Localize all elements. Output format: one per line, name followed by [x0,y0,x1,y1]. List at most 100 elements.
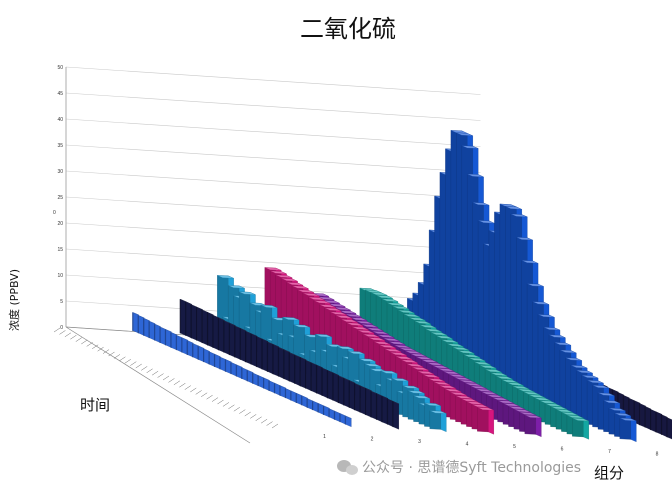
bar [214,354,221,370]
component-tick-label: 2 [371,436,374,442]
bar [429,410,447,433]
time-tick-mark [195,390,202,395]
time-tick-mark [130,361,137,366]
bar [143,318,150,339]
y-axis-small-label: 0 [53,210,56,216]
bar [208,351,216,368]
grid-line [65,248,481,277]
time-tick-mark [250,414,257,419]
bar [252,372,259,387]
time-tick-mark [151,370,159,376]
bar [365,388,372,418]
time-tick-mark [206,394,213,400]
bar [250,333,258,368]
bar [639,403,646,428]
time-tick-mark [222,402,230,407]
grid-line [65,92,481,121]
bar [245,331,252,365]
bar-series-group [132,130,672,443]
bar [266,341,274,375]
bar [235,364,243,380]
bar [228,322,236,358]
component-axis-label: 组分 [594,464,624,482]
bar [284,388,292,401]
series-component-2 [179,299,399,430]
bar [650,409,657,433]
time-tick-mark [260,418,268,424]
time-tick-mark [201,392,208,398]
component-tick-label: 3 [418,439,421,445]
y-tick-label: 5 [60,299,63,305]
time-tick-mark [53,327,61,333]
y-tick-label: 0 [60,325,63,331]
bar [343,377,350,408]
bar [337,375,345,406]
bar [181,337,188,356]
bar [317,403,325,416]
bar [348,380,356,411]
bar [256,336,263,370]
time-tick-mark [75,337,82,342]
bar [619,417,637,443]
bar [655,411,663,435]
bar [224,359,232,375]
bar [217,317,225,353]
watermark-text: 公众号 · 思谱德Syft Technologies [362,460,581,476]
bar [261,338,269,372]
bar [207,312,214,348]
bar [170,332,177,351]
bar [312,400,319,413]
bar [301,395,308,408]
bar [354,383,361,413]
time-tick-mark [59,330,66,335]
bar [186,340,194,358]
series-component-1 [132,312,352,428]
time-tick-mark [135,363,142,369]
bar [290,390,297,404]
bar [305,360,312,392]
time-tick-mark [179,382,186,388]
bar [294,354,301,387]
time-tick-mark [141,366,148,371]
bar [572,417,589,440]
bar [175,335,183,353]
y-tick-label: 15 [57,247,63,253]
bar [644,406,652,431]
bar [477,407,494,435]
x-axis-label: 时间 [80,396,110,414]
grid-line [65,170,481,199]
time-tick-mark [97,346,104,352]
bar [633,400,641,426]
y-tick-label: 20 [57,221,63,227]
bar [137,315,145,336]
y-tick-label: 45 [57,91,63,97]
bar [661,414,668,438]
bar [201,309,209,346]
bar [246,369,254,384]
bar [321,367,329,399]
bar [323,405,330,418]
bar [277,347,285,380]
bar [376,393,383,423]
time-tick-mark [146,368,153,374]
bar [299,357,307,389]
chart-title: 二氧化硫 [300,15,396,43]
time-tick-marks [53,327,279,429]
time-tick-mark [255,416,262,422]
component-tick-label: 4 [466,441,469,447]
y-tick-label: 50 [57,65,63,71]
bar [344,415,352,428]
time-tick-mark [102,349,110,354]
time-tick-mark [157,373,164,378]
time-tick-mark [271,423,279,429]
y-tick-label: 35 [57,143,63,149]
time-tick-mark [244,411,251,417]
grid-line [65,66,481,95]
bar [279,385,287,399]
y-tick-label: 30 [57,169,63,175]
component-tick-label: 5 [513,444,516,450]
time-tick-mark [124,358,131,364]
time-tick-mark [173,380,181,386]
grid-line [65,118,481,147]
y-tick-label: 10 [57,273,63,279]
